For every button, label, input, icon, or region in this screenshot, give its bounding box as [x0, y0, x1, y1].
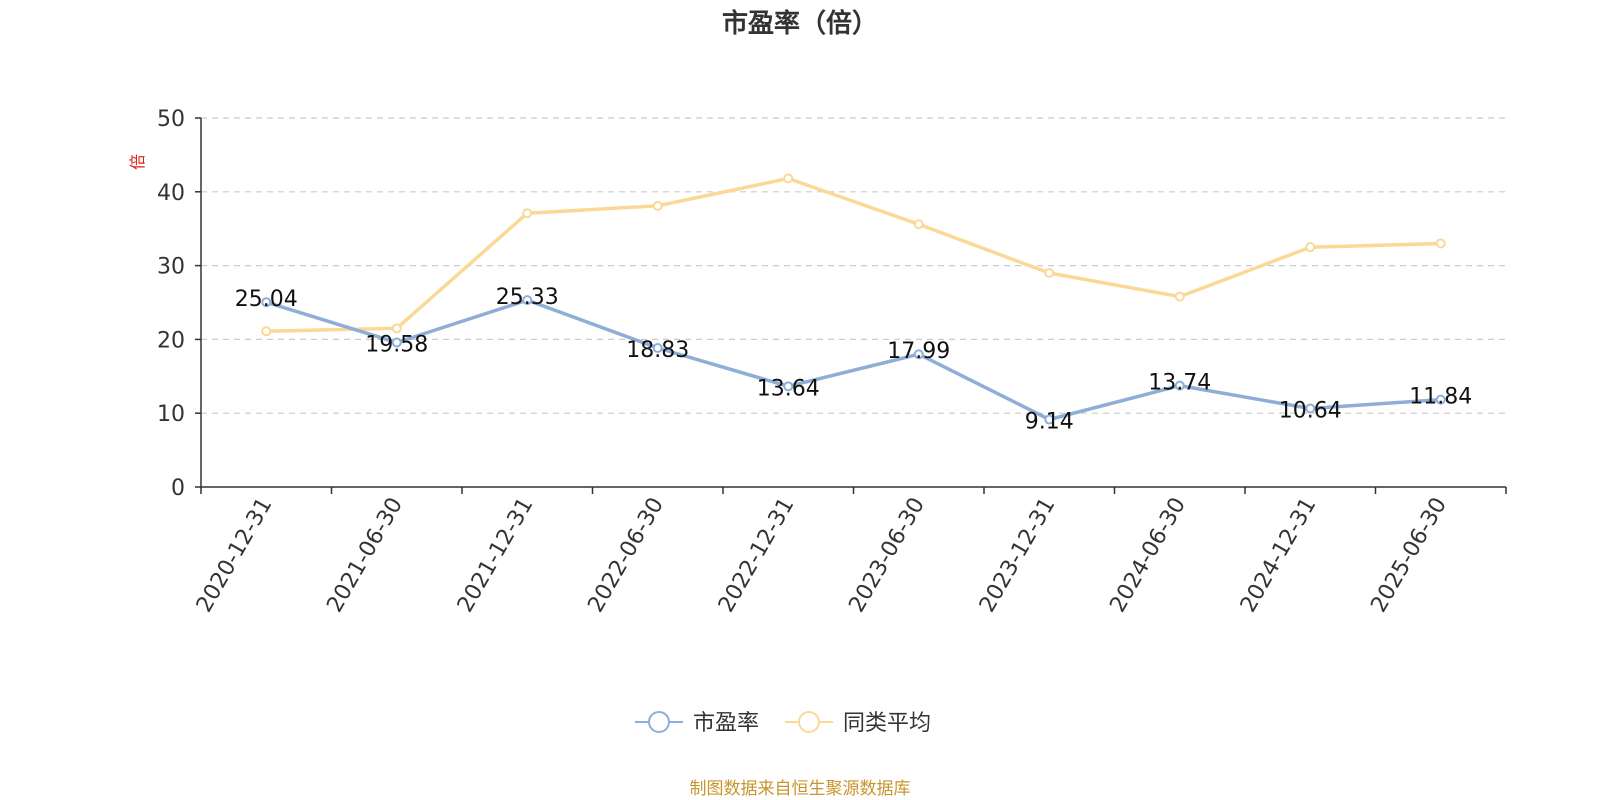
y-tick-label: 20 — [157, 328, 185, 353]
data-point[interactable] — [1305, 403, 1316, 414]
x-tick-label: 2023-06-30 — [844, 494, 930, 617]
y-tick-label: 0 — [171, 476, 185, 501]
legend-item[interactable]: 同类平均 — [785, 711, 931, 736]
x-tick-label: 2022-06-30 — [583, 494, 669, 617]
data-label: 18.83 — [626, 338, 689, 363]
data-point[interactable] — [652, 200, 663, 211]
data-point[interactable] — [1174, 380, 1185, 391]
x-tick-label: 2021-12-31 — [453, 494, 539, 617]
chart-title: 市盈率（倍） — [722, 8, 878, 39]
legend-label: 同类平均 — [843, 711, 931, 736]
data-point[interactable] — [391, 337, 402, 348]
data-label: 10.64 — [1279, 398, 1342, 423]
x-tick-label: 2024-12-31 — [1236, 494, 1322, 617]
y-tick-label: 50 — [157, 107, 185, 132]
data-point[interactable] — [261, 297, 272, 308]
data-labels: 25.04 19.58 25.33 18.83 13.64 17.99 9.14 13.74 1… — [235, 285, 1472, 434]
data-point[interactable] — [1044, 267, 1055, 278]
series-lines — [261, 173, 1446, 425]
data-point[interactable] — [1305, 242, 1316, 253]
series-line-1 — [266, 176, 1441, 334]
data-point[interactable] — [1174, 291, 1185, 302]
data-point[interactable] — [1044, 414, 1055, 425]
data-label: 17.99 — [887, 339, 950, 364]
data-point[interactable] — [522, 208, 533, 219]
legend[interactable]: 市盈率 同类平均 — [635, 711, 931, 736]
data-point[interactable] — [783, 173, 794, 184]
data-point[interactable] — [391, 323, 402, 334]
data-label: 11.84 — [1409, 385, 1472, 410]
data-point[interactable] — [261, 326, 272, 337]
y-tick-label: 30 — [157, 255, 185, 280]
data-point[interactable] — [783, 381, 794, 392]
legend-item[interactable]: 市盈率 — [635, 711, 759, 736]
data-label: 19.58 — [365, 332, 428, 357]
x-tick-label: 2024-06-30 — [1105, 494, 1191, 617]
series-line-0 — [265, 298, 1441, 422]
y-tick-label: 10 — [157, 402, 185, 427]
x-tick-label: 2020-12-31 — [192, 494, 278, 617]
grid-lines — [201, 117, 1506, 414]
source-note: 制图数据来自恒生聚源数据库 — [690, 779, 911, 799]
data-label: 13.64 — [757, 376, 820, 401]
y-axis-unit-label: 倍 — [128, 154, 147, 170]
y-axis: 0 10 20 30 40 50 — [157, 107, 202, 501]
data-point[interactable] — [913, 219, 924, 230]
data-label: 25.33 — [496, 285, 559, 310]
x-tick-label: 2021-06-30 — [322, 494, 408, 617]
x-tick-label: 2022-12-31 — [714, 494, 800, 617]
data-point[interactable] — [1435, 238, 1446, 249]
data-label: 13.74 — [1148, 371, 1211, 396]
data-label: 9.14 — [1025, 410, 1074, 435]
legend-marker — [798, 711, 820, 733]
data-label: 25.04 — [235, 287, 298, 312]
y-tick-label: 40 — [157, 181, 185, 206]
data-point[interactable] — [1435, 394, 1446, 405]
legend-label: 市盈率 — [693, 711, 759, 736]
data-point[interactable] — [913, 349, 924, 360]
data-point[interactable] — [652, 343, 663, 354]
x-tick-label: 2025-06-30 — [1366, 494, 1452, 617]
x-tick-label: 2023-12-31 — [975, 494, 1061, 617]
legend-marker — [648, 711, 670, 733]
x-axis: 2020-12-31 2021-06-30 2021-12-31 2022-06-30… — [192, 486, 1507, 617]
data-point[interactable] — [522, 295, 533, 306]
